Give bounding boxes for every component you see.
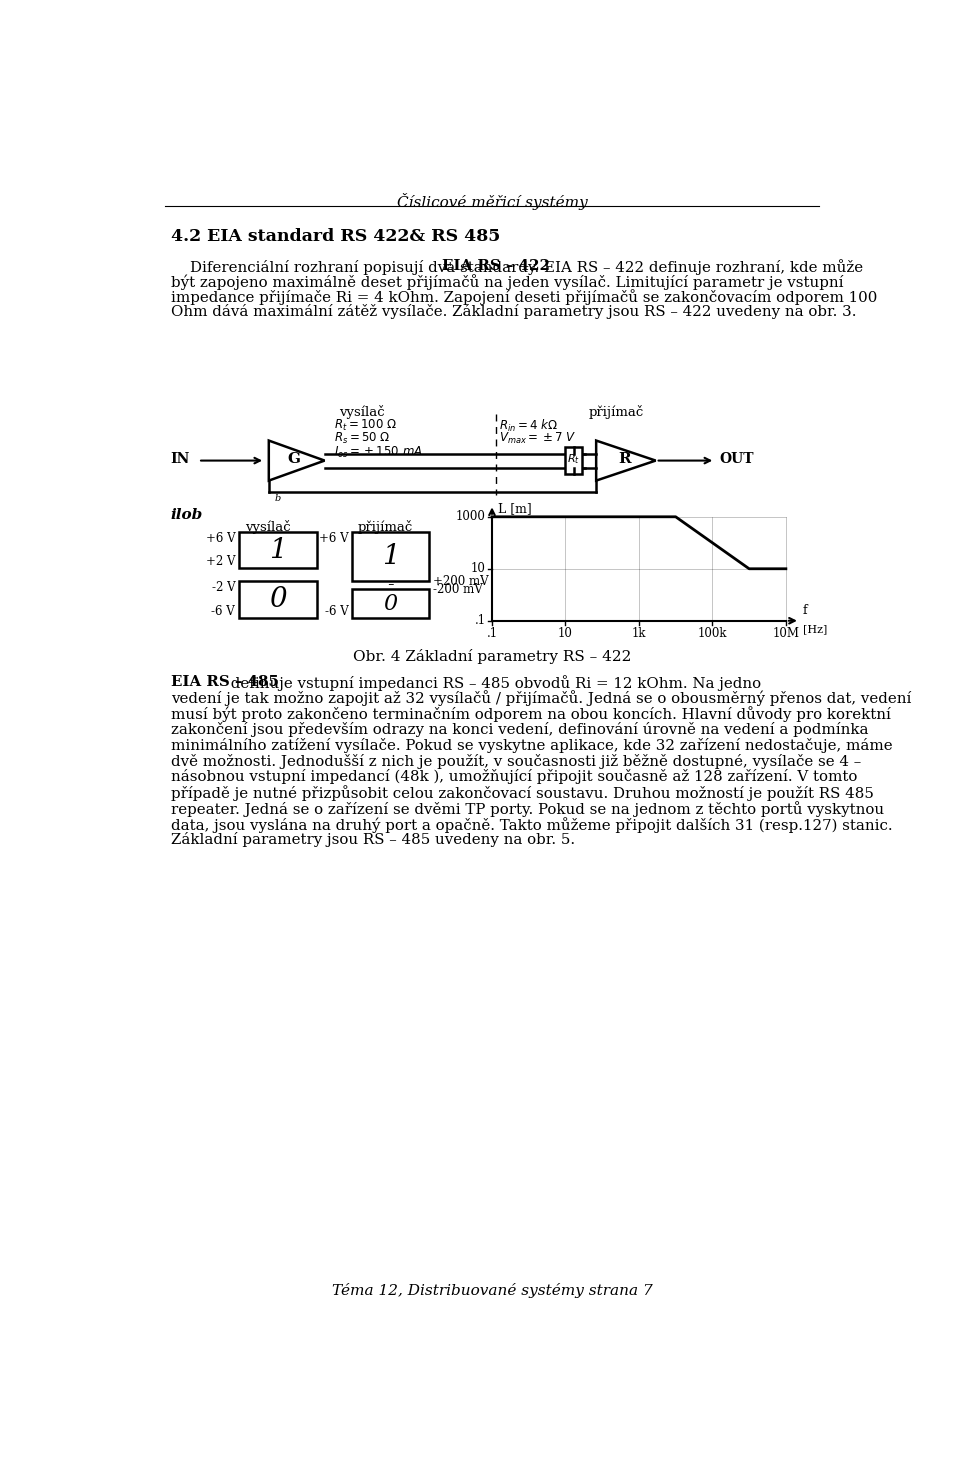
Text: vysílač: vysílač bbox=[245, 520, 291, 534]
Text: G: G bbox=[288, 452, 300, 466]
Text: repeater. Jedná se o zařízení se dvěmi TP porty. Pokud se na jednom z těchto por: repeater. Jedná se o zařízení se dvěmi T… bbox=[171, 801, 884, 817]
Text: 4.2 EIA standard RS 422& RS 485: 4.2 EIA standard RS 422& RS 485 bbox=[171, 228, 500, 244]
Text: [Hz]: [Hz] bbox=[803, 625, 828, 634]
Text: 1: 1 bbox=[270, 537, 287, 564]
Text: 1000: 1000 bbox=[456, 511, 486, 523]
Text: přijímač: přijímač bbox=[358, 520, 414, 534]
Text: data, jsou vyslána na druhý port a opačně. Takto můžeme připojit dalších 31 (res: data, jsou vyslána na druhý port a opačn… bbox=[171, 817, 892, 833]
Text: b: b bbox=[275, 493, 281, 502]
Text: $R_t$: $R_t$ bbox=[567, 452, 581, 466]
Text: minimálního zatížení vysílače. Pokud se vyskytne aplikace, kde 32 zařízení nedos: minimálního zatížení vysílače. Pokud se … bbox=[171, 738, 892, 752]
Text: vedení je tak možno zapojit až 32 vysílačů / přijímačů. Jedná se o obousměrný př: vedení je tak možno zapojit až 32 vysíla… bbox=[171, 691, 911, 706]
Text: násobnou vstupní impedancí (48k ), umožňující připojit současně až 128 zařízení.: násobnou vstupní impedancí (48k ), umožň… bbox=[171, 770, 857, 785]
Text: 0: 0 bbox=[383, 593, 397, 615]
Text: Číslicové měřicí systémy: Číslicové měřicí systémy bbox=[396, 193, 588, 209]
Text: -: - bbox=[387, 577, 394, 594]
Text: 10M: 10M bbox=[773, 627, 800, 640]
Text: $R_{in} = 4\ k\Omega$: $R_{in} = 4\ k\Omega$ bbox=[499, 419, 559, 435]
Text: 100k: 100k bbox=[698, 627, 727, 640]
Text: L [m]: L [m] bbox=[498, 502, 532, 515]
Text: Téma 12, Distribuované systémy strana 7: Téma 12, Distribuované systémy strana 7 bbox=[331, 1282, 653, 1299]
Text: R: R bbox=[618, 452, 631, 466]
Text: +200 mV: +200 mV bbox=[433, 575, 489, 589]
Text: Obr. 4 Základní parametry RS – 422: Obr. 4 Základní parametry RS – 422 bbox=[353, 649, 631, 665]
Text: -6 V: -6 V bbox=[211, 606, 235, 618]
Text: $V_{max} = \pm 7\ V$: $V_{max} = \pm 7\ V$ bbox=[499, 432, 577, 447]
Text: -200 mV: -200 mV bbox=[433, 583, 482, 596]
Text: -2 V: -2 V bbox=[211, 581, 235, 594]
Text: definuje vstupní impedanci RS – 485 obvodů Ri = 12 kOhm. Na jedno: definuje vstupní impedanci RS – 485 obvo… bbox=[227, 675, 761, 691]
Text: .1: .1 bbox=[487, 627, 497, 640]
Bar bbox=[239, 581, 317, 618]
Text: IN: IN bbox=[171, 452, 190, 466]
Text: EIA RS – 485: EIA RS – 485 bbox=[171, 675, 278, 688]
Text: musí být proto zakončeno terminačním odporem na obou koncích. Hlavní důvody pro : musí být proto zakončeno terminačním odp… bbox=[171, 706, 891, 722]
Text: +2 V: +2 V bbox=[205, 555, 235, 568]
Text: .1: .1 bbox=[474, 615, 486, 627]
Bar bbox=[352, 589, 429, 618]
Text: Ohm dává maximální zátěž vysílače. Základní parametry jsou RS – 422 uvedeny na o: Ohm dává maximální zátěž vysílače. Zákla… bbox=[171, 305, 856, 319]
Text: ilob: ilob bbox=[171, 508, 203, 523]
Bar bbox=[352, 533, 429, 581]
Text: impedance přijímače Ri = 4 kOhm. Zapojení deseti přijímačů se zakončovacím odpor: impedance přijímače Ri = 4 kOhm. Zapojen… bbox=[171, 288, 877, 305]
Bar bbox=[239, 533, 317, 568]
Text: 1k: 1k bbox=[632, 627, 646, 640]
Text: Diferenciální rozhraní popisují dva standardy. EIA RS – 422 definuje rozhraní, k: Diferenciální rozhraní popisují dva stan… bbox=[171, 259, 863, 275]
Text: být zapojeno maximálně deset přijímačů na jeden vysílač. Limitující parametr je : být zapojeno maximálně deset přijímačů n… bbox=[171, 274, 843, 290]
Text: vysílač: vysílač bbox=[340, 406, 385, 419]
Text: $R_s = 50\ \Omega$: $R_s = 50\ \Omega$ bbox=[334, 432, 391, 447]
Text: Základní parametry jsou RS – 485 uvedeny na obr. 5.: Základní parametry jsou RS – 485 uvedeny… bbox=[171, 833, 575, 848]
Text: EIA RS – 422: EIA RS – 422 bbox=[442, 259, 550, 272]
Text: dvě možnosti. Jednodušší z nich je použít, v současnosti již běžně dostupné, vys: dvě možnosti. Jednodušší z nich je použí… bbox=[171, 754, 861, 769]
Text: -6 V: -6 V bbox=[324, 606, 348, 618]
Text: +6 V: +6 V bbox=[319, 533, 348, 545]
Text: přijímač: přijímač bbox=[588, 406, 644, 419]
Text: OUT: OUT bbox=[719, 452, 754, 466]
Text: případě je nutné přizpůsobit celou zakončovací soustavu. Druhou možností je použ: případě je nutné přizpůsobit celou zakon… bbox=[171, 785, 874, 801]
Text: 10: 10 bbox=[471, 562, 486, 575]
Text: 0: 0 bbox=[270, 587, 287, 613]
Text: f: f bbox=[803, 603, 807, 616]
Text: $R_t = 100\ \Omega$: $R_t = 100\ \Omega$ bbox=[334, 419, 397, 433]
Text: $I_{os} = \pm 150\ mA$: $I_{os} = \pm 150\ mA$ bbox=[334, 445, 423, 460]
Text: 10: 10 bbox=[558, 627, 573, 640]
Text: 1: 1 bbox=[382, 543, 399, 571]
Bar bbox=[565, 447, 583, 474]
Text: +6 V: +6 V bbox=[205, 533, 235, 545]
Text: zakončení jsou především odrazy na konci vedení, definování úrovně na vedení a p: zakončení jsou především odrazy na konci… bbox=[171, 722, 868, 736]
